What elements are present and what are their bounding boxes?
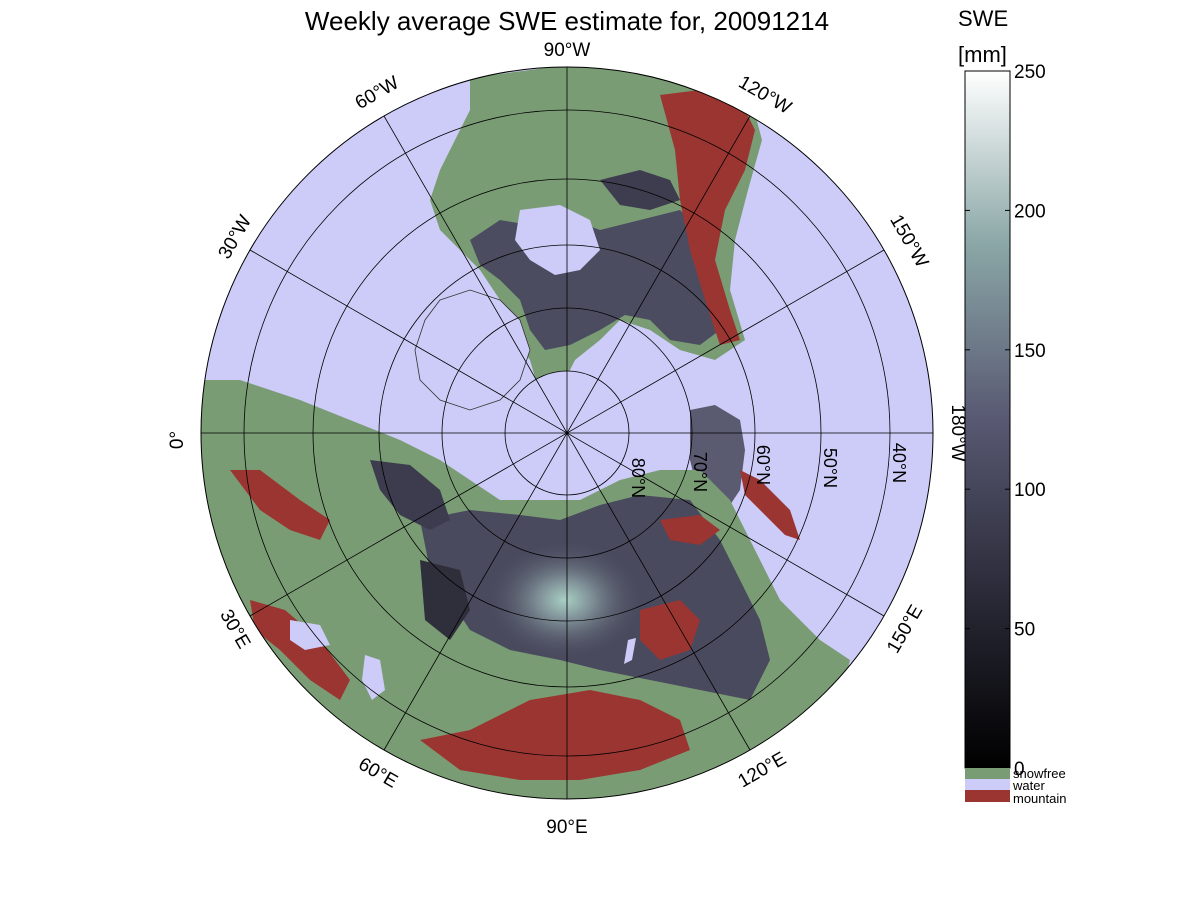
lon-label-90e: 90°E: [546, 817, 587, 838]
colorbar-label-swe: SWE: [958, 6, 1008, 31]
mountain-alaska: [740, 470, 800, 540]
latitude-labels: 80°N 70°N 60°N 50°N 40°N: [628, 443, 909, 498]
lon-label-150w: 150°W: [885, 211, 932, 271]
mountain-caucasus: [250, 600, 350, 700]
black-sea: [290, 620, 330, 650]
colorbar-ticks: 0 50 100 150 200 250: [965, 62, 1046, 780]
map-boundary: [200, 66, 934, 800]
lon-label-90w: 90°W: [544, 40, 591, 61]
legend-swatch-snowfree: [965, 768, 1010, 779]
lon-label-120e: 120°E: [734, 748, 790, 792]
lon-label-120w: 120°W: [735, 72, 795, 119]
colorbar-gradient: [964, 70, 1011, 769]
figure-title: Weekly average SWE estimate for, 2009121…: [305, 6, 829, 36]
lon-label-60w: 60°W: [352, 72, 403, 114]
lon-label-0: 0°: [167, 431, 188, 449]
legend: snowfree water mountain: [965, 766, 1066, 806]
hudson-bay: [515, 205, 600, 275]
mountain-chukotka: [660, 515, 720, 545]
colorbar: SWE [mm] 0 50 100 150 200 250 snowfree water …: [958, 6, 1066, 806]
colorbar-tick-label: 150: [1014, 341, 1046, 362]
colorbar-tick-label: 250: [1014, 62, 1046, 83]
colorbar-tick-label: 200: [1014, 201, 1046, 222]
lat-label-60n: 60°N: [753, 445, 773, 485]
lat-label-70n: 70°N: [690, 452, 710, 492]
lon-label-60e: 60°E: [355, 754, 401, 793]
lat-label-80n: 80°N: [628, 458, 648, 498]
legend-label-mountain: mountain: [1013, 791, 1066, 806]
mountain-central-asia: [420, 690, 690, 780]
mountain-east-siberia: [640, 600, 700, 660]
graticule: [201, 67, 933, 799]
landmass-greenland: [414, 289, 531, 411]
swe-high-central-siberia: [485, 540, 645, 660]
caspian-sea: [362, 655, 385, 700]
lon-label-180w: 180°W: [947, 404, 968, 461]
snow-eastern-europe: [420, 560, 470, 640]
legend-label-water: water: [1012, 778, 1045, 793]
lat-label-50n: 50°N: [820, 448, 840, 488]
colorbar-tick-label: 100: [1014, 480, 1046, 501]
mountain-europe-alps: [230, 470, 330, 540]
legend-label-snowfree: snowfree: [1013, 766, 1066, 781]
lake-baikal: [624, 638, 636, 664]
mountain-rockies: [660, 90, 755, 345]
legend-swatch-water: [965, 779, 1010, 790]
legend-swatch-mountain: [965, 790, 1010, 802]
colorbar-tick-label: 0: [1014, 759, 1025, 780]
polar-map: [201, 67, 933, 799]
lat-label-40n: 40°N: [889, 443, 909, 483]
colorbar-label-unit: [mm]: [958, 42, 1007, 67]
colorbar-tick-label: 50: [1014, 620, 1035, 641]
lon-label-150e: 150°E: [883, 601, 927, 657]
